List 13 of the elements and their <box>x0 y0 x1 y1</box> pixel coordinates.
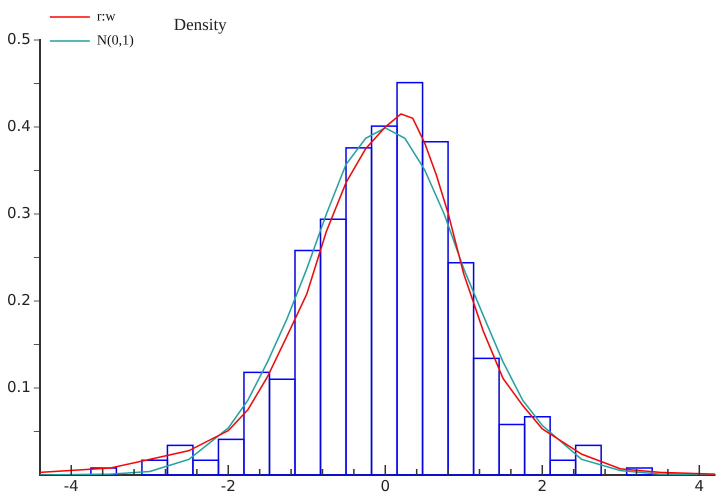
x-tick-label: 4 <box>694 476 704 495</box>
x-tick-label: 2 <box>538 476 548 495</box>
legend-label: N(0,1) <box>96 34 134 49</box>
y-axis-title: Density <box>174 14 228 34</box>
y-tick-label: 0.3 <box>6 204 31 222</box>
y-tick-label: 0.4 <box>6 116 31 135</box>
x-tick-label: 0 <box>380 476 390 495</box>
x-tick-label: -2 <box>220 476 236 495</box>
legend-label: r:w <box>96 10 116 25</box>
y-tick-label: 0.2 <box>6 290 31 309</box>
y-tick-label: 0.1 <box>6 378 31 396</box>
x-tick-label: -4 <box>64 476 79 495</box>
y-tick-label: 0.5 <box>6 30 31 48</box>
